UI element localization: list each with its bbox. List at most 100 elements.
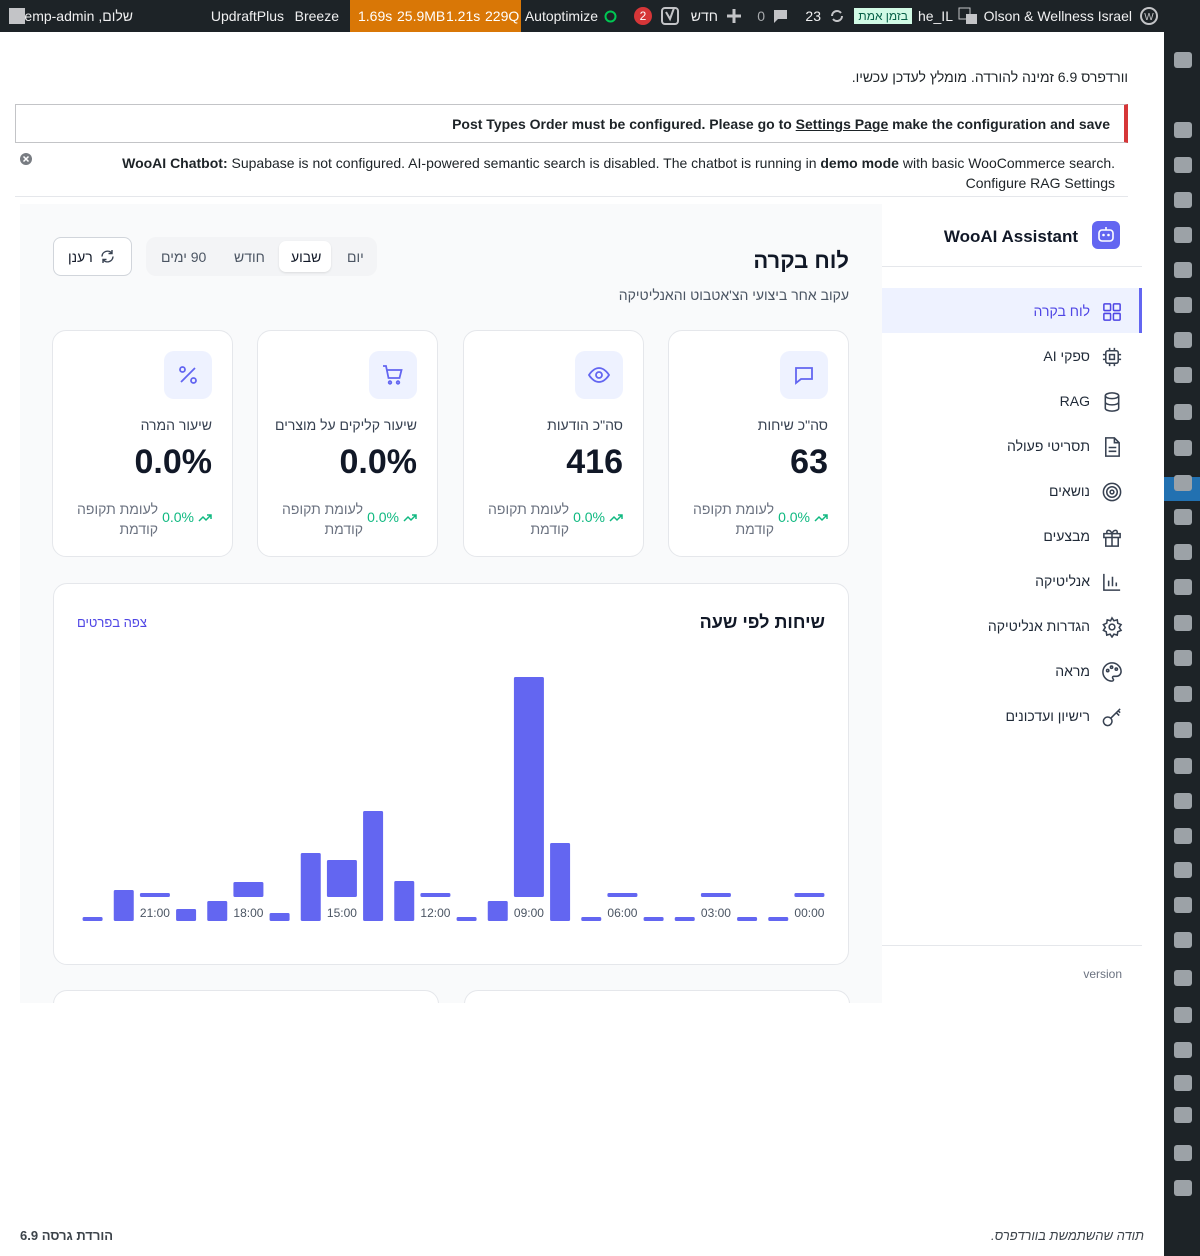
wooai-strong: demo mode [820, 155, 899, 171]
menu-icon [1174, 615, 1192, 631]
pto-link[interactable]: Settings Page [795, 116, 889, 132]
x-tick-label: 15:00 [327, 906, 357, 920]
autoptimize[interactable]: Autoptimize [524, 8, 598, 24]
bar [737, 917, 758, 921]
chart-card [53, 583, 849, 965]
realtime-badge[interactable]: בזמן אמת [854, 8, 912, 24]
menu-icon [1174, 192, 1192, 208]
range-tab[interactable]: 90 ימים [161, 249, 207, 265]
x-tick-label: 00:00 [794, 906, 824, 920]
plugin-logo [1092, 221, 1120, 249]
avatar [9, 8, 25, 24]
stat-label: שיעור המרה [140, 417, 212, 433]
stat-change: 0.0% [367, 509, 399, 525]
menu-item[interactable]: מבצעים [1043, 528, 1090, 544]
menu-icon [1104, 392, 1120, 412]
bar [207, 901, 228, 921]
updraftplus[interactable]: UpdraftPlus [210, 8, 284, 24]
bar [643, 917, 664, 921]
comment-icon [774, 10, 787, 23]
qm-db-time[interactable]: 1.21s [446, 8, 481, 24]
wooai-text2: with basic WooCommerce search. Configure… [902, 155, 1115, 191]
version-label: version [1083, 967, 1122, 981]
new-content[interactable]: חדש [690, 8, 718, 24]
yoast-icon[interactable] [661, 6, 679, 26]
greeting[interactable]: שלום, temp-admin [20, 8, 133, 24]
updates-count[interactable]: 23 [805, 8, 821, 24]
bar [176, 909, 197, 921]
menu-icon [1174, 1007, 1192, 1023]
stat-label: סה"כ הודעות [547, 417, 623, 433]
card-partial [464, 990, 850, 1003]
qm-queries[interactable]: 229Q [485, 8, 520, 24]
menu-icon [1174, 1075, 1192, 1091]
wooai-text1: Supabase is not configured. AI-powered s… [231, 155, 817, 171]
menu-item[interactable]: הגדרות אנליטיקה [987, 618, 1090, 634]
range-tab[interactable]: חודש [234, 249, 265, 265]
dismiss-icon[interactable] [19, 152, 33, 166]
stat-change: 0.0% [778, 509, 810, 525]
bar [487, 901, 508, 921]
wp-logo[interactable]: W [1140, 7, 1158, 25]
menu-item[interactable]: RAG [1059, 393, 1090, 409]
stat-icon [587, 367, 611, 383]
range-tab[interactable]: שבוע [291, 249, 322, 265]
menu-item[interactable]: ספקי AI [1043, 348, 1090, 364]
x-tick-label: 03:00 [701, 906, 731, 920]
breeze[interactable]: Breeze [294, 8, 339, 24]
menu-icon [1174, 297, 1192, 313]
notification-badge[interactable]: 2 [634, 7, 652, 25]
card-partial [53, 990, 439, 1003]
chart-title: שיחות לפי שעה [699, 612, 825, 632]
menu-icon [1174, 1180, 1192, 1196]
wooai-text: WooAI Chatbot: Supabase is not configure… [85, 153, 1115, 193]
svg-text:W: W [1144, 12, 1154, 23]
locale[interactable]: he_IL [917, 8, 953, 24]
stat-icon [179, 366, 197, 384]
refresh-button[interactable] [53, 237, 132, 276]
menu-icon [1102, 482, 1122, 502]
qm-time[interactable]: 1.69s [358, 8, 393, 24]
bar [326, 860, 357, 897]
menu-icon [1174, 650, 1192, 666]
dashboard-subtitle: עקוב אחר ביצועי הצ'אטבוט והאנליטיקה [618, 287, 849, 303]
bar [513, 677, 544, 897]
menu-icon [1174, 722, 1192, 738]
bar [139, 893, 170, 897]
menu-item[interactable]: נושאים [1049, 483, 1090, 499]
menu-icon [1174, 52, 1192, 68]
menu-icon [1174, 475, 1192, 491]
menu-icon [1174, 544, 1192, 560]
bar [768, 917, 789, 921]
menu-icon [1174, 262, 1192, 278]
refresh-icon [101, 250, 114, 263]
menu-icon [1174, 686, 1192, 702]
menu-icon [1174, 227, 1192, 243]
menu-icon [1174, 579, 1192, 595]
menu-item[interactable]: מראה [1055, 663, 1090, 679]
stat-change: 0.0% [162, 509, 194, 525]
chart-link[interactable]: צפה בפרטים [77, 615, 147, 630]
bar [113, 890, 134, 921]
pto-notice [15, 104, 1128, 143]
menu-icon [1174, 404, 1192, 420]
range-tab[interactable]: יום [347, 249, 364, 265]
x-tick-label: 09:00 [514, 906, 544, 920]
pto-after: make the configuration and save [892, 116, 1110, 132]
qm-memory[interactable]: 25.9MB [397, 8, 446, 24]
comments-count[interactable]: 0 [757, 8, 765, 24]
footer-thanks: תודה שהשתמשת בוורדפרס. [990, 1228, 1144, 1243]
menu-icon [1174, 1145, 1192, 1161]
menu-icon [1174, 793, 1192, 809]
menu-item[interactable]: תסריטי פעולה [1007, 438, 1090, 454]
stat-compare: לעומת תקופה קודמת [693, 501, 774, 537]
menu-item[interactable]: רישיון ועדכונים [1005, 708, 1090, 724]
site-name[interactable]: Olson & Wellness Israel [983, 8, 1132, 24]
bar [581, 917, 602, 921]
menu-item[interactable]: אנליטיקה [1035, 573, 1090, 589]
stat-compare: לעומת תקופה קודמת [77, 501, 158, 537]
menu-icon [1102, 347, 1122, 367]
stat-label: שיעור קליקים על מוצרים [275, 417, 417, 433]
menu-icon [1174, 440, 1192, 456]
menu-item[interactable]: לוח בקרה [1033, 303, 1090, 319]
